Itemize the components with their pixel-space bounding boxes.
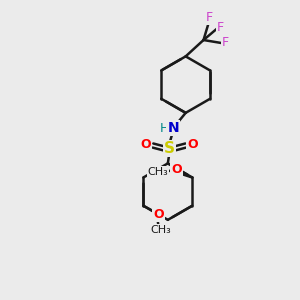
Text: N: N <box>167 121 179 135</box>
Text: CH₃: CH₃ <box>151 225 172 235</box>
Text: O: O <box>153 208 164 221</box>
Text: O: O <box>141 138 152 151</box>
Text: F: F <box>206 11 213 24</box>
Text: O: O <box>187 138 198 151</box>
Text: O: O <box>171 163 181 176</box>
Text: F: F <box>217 21 224 34</box>
Text: H: H <box>160 122 170 135</box>
Text: S: S <box>164 141 175 156</box>
Text: CH₃: CH₃ <box>148 167 169 177</box>
Text: F: F <box>222 37 229 50</box>
